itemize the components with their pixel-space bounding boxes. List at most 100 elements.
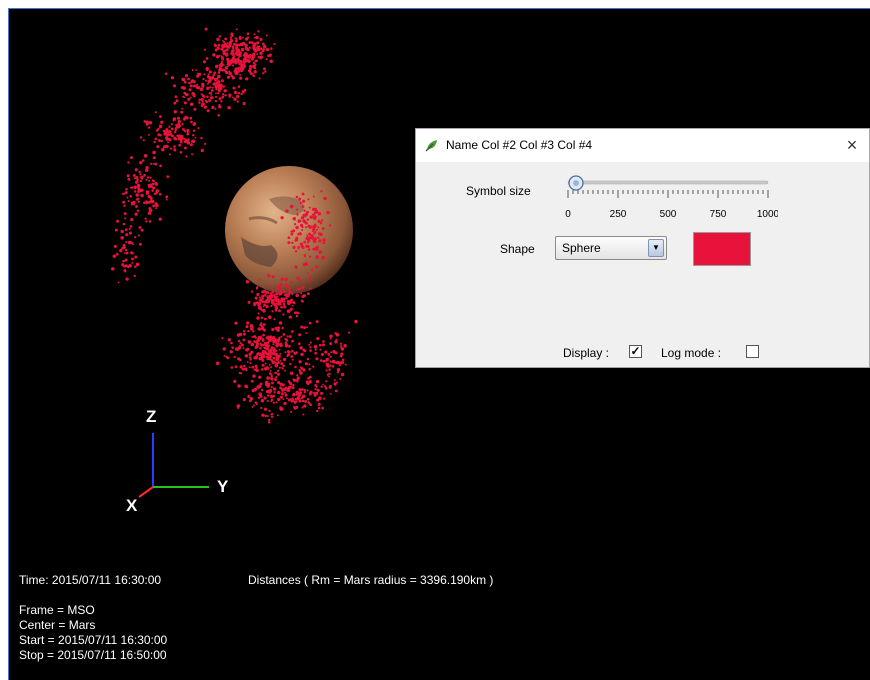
trajectory-point: [290, 330, 294, 333]
trajectory-point: [140, 175, 144, 180]
trajectory-point: [129, 225, 133, 228]
trajectory-point: [152, 150, 156, 155]
trajectory-point: [306, 398, 310, 401]
trajectory-point: [312, 365, 315, 368]
dialog-titlebar[interactable]: Name Col #2 Col #3 Col #4 ×: [416, 129, 869, 162]
trajectory-point: [221, 96, 224, 99]
trajectory-point: [226, 54, 229, 57]
trajectory-point: [148, 179, 151, 182]
trajectory-point: [250, 327, 254, 331]
trajectory-point: [273, 42, 276, 46]
trajectory-point: [284, 293, 289, 297]
trajectory-point: [155, 191, 158, 195]
trajectory-point: [253, 335, 257, 339]
trajectory-point: [145, 178, 148, 181]
slider-track[interactable]: [567, 180, 769, 185]
trajectory-point: [238, 371, 242, 375]
trajectory-point: [270, 355, 273, 357]
trajectory-point: [295, 236, 299, 240]
trajectory-point: [277, 343, 280, 346]
trajectory-point: [302, 394, 306, 398]
trajectory-point: [280, 335, 283, 338]
trajectory-point: [139, 161, 143, 165]
trajectory-point: [297, 342, 301, 346]
trajectory-point: [208, 92, 211, 95]
trajectory-point: [293, 311, 297, 315]
trajectory-point: [305, 222, 308, 225]
trajectory-point: [114, 228, 118, 232]
trajectory-point: [314, 344, 317, 347]
trajectory-point: [275, 362, 278, 365]
trajectory-point: [287, 241, 291, 245]
trajectory-point: [265, 305, 269, 309]
trajectory-point: [127, 161, 130, 164]
trajectory-point: [308, 255, 312, 258]
trajectory-point: [156, 145, 160, 149]
trajectory-point: [309, 215, 313, 219]
shape-select[interactable]: Sphere ▼: [555, 236, 667, 260]
trajectory-point: [261, 358, 265, 362]
trajectory-point: [268, 294, 272, 297]
trajectory-point: [122, 200, 126, 204]
trajectory-point: [136, 183, 141, 188]
chevron-down-icon[interactable]: ▼: [648, 239, 664, 257]
trajectory-point: [134, 255, 138, 259]
trajectory-point: [284, 283, 288, 288]
trajectory-point: [244, 52, 248, 56]
trajectory-point: [291, 304, 294, 307]
trajectory-point: [243, 62, 246, 65]
trajectory-point: [263, 350, 267, 353]
trajectory-point: [261, 413, 265, 417]
mars-scene[interactable]: [9, 9, 870, 680]
trajectory-point: [252, 389, 256, 392]
frame-readout: Frame = MSO: [19, 603, 95, 617]
trajectory-point: [347, 331, 351, 334]
trajectory-point: [207, 75, 212, 80]
trajectory-point: [245, 279, 250, 284]
trajectory-point: [246, 48, 250, 52]
trajectory-point: [343, 344, 347, 348]
trajectory-point: [257, 327, 262, 331]
trajectory-point: [257, 303, 261, 307]
trajectory-point: [242, 53, 246, 57]
trajectory-point: [138, 226, 142, 229]
trajectory-point: [309, 381, 312, 384]
trajectory-point: [279, 343, 283, 348]
color-swatch-button[interactable]: [693, 232, 751, 266]
trajectory-point: [169, 147, 173, 150]
trajectory-point: [306, 381, 310, 385]
trajectory-point: [268, 363, 271, 366]
trajectory-point: [224, 94, 227, 97]
trajectory-point: [299, 388, 302, 392]
display-checkbox[interactable]: ✓: [629, 344, 642, 358]
slider-thumb[interactable]: [568, 175, 584, 191]
trajectory-point: [331, 365, 335, 368]
trajectory-point: [288, 315, 292, 319]
trajectory-point: [259, 353, 262, 356]
trajectory-point: [209, 78, 212, 82]
trajectory-point: [267, 274, 271, 278]
trajectory-point: [198, 72, 202, 76]
trajectory-point: [250, 57, 254, 61]
trajectory-point: [207, 73, 210, 76]
trajectory-point: [157, 127, 160, 130]
trajectory-point: [261, 49, 265, 53]
trajectory-point: [278, 292, 282, 296]
trajectory-point: [270, 398, 274, 402]
trajectory-point: [298, 399, 302, 403]
trajectory-point: [214, 79, 217, 82]
log-mode-checkbox[interactable]: [746, 345, 759, 358]
trajectory-point: [226, 60, 231, 64]
trajectory-point: [152, 156, 156, 160]
trajectory-point: [187, 97, 191, 101]
trajectory-point: [130, 218, 134, 222]
trajectory-point: [241, 367, 245, 371]
trajectory-point: [271, 310, 274, 313]
close-button[interactable]: ×: [846, 135, 858, 155]
symbol-size-slider[interactable]: 0 250 500 750 1000: [556, 174, 778, 224]
trajectory-point: [279, 282, 283, 287]
trajectory-point: [322, 383, 325, 386]
trajectory-point: [266, 415, 269, 418]
trajectory-point: [304, 262, 308, 266]
trajectory-point: [238, 62, 242, 66]
